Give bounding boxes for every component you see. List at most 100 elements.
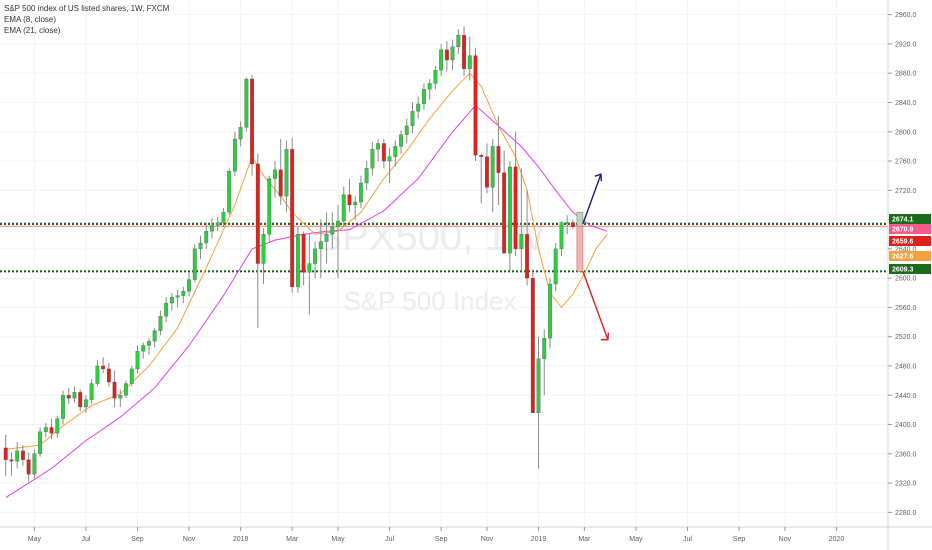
candle-body xyxy=(456,34,461,47)
price-tag-label: 2674.1 xyxy=(892,217,914,224)
candle-body xyxy=(359,182,363,203)
price-tag-bg xyxy=(889,236,931,246)
candle-body xyxy=(479,155,484,157)
candle-body xyxy=(341,194,346,222)
ema-8-line xyxy=(5,72,608,450)
time-tick-label: Mar xyxy=(286,536,299,543)
time-tick-label: Jul xyxy=(683,536,692,543)
ema-8-path xyxy=(5,72,608,450)
candle-body xyxy=(169,297,174,304)
candle-body xyxy=(301,234,306,273)
price-tag-label: 2627.6 xyxy=(892,254,914,261)
candle-body xyxy=(284,149,289,197)
candle-body xyxy=(381,143,386,162)
candle-body xyxy=(525,234,529,279)
candle-body xyxy=(399,134,403,147)
candle-body xyxy=(32,453,37,475)
price-tag-bg xyxy=(889,224,931,234)
price-tick-label: 2480.0 xyxy=(895,363,917,370)
projection-drawing[interactable] xyxy=(576,173,610,341)
candle-body xyxy=(66,395,71,399)
candle-body xyxy=(485,156,489,188)
price-tag-label: 2670.9 xyxy=(892,227,914,234)
candle-body xyxy=(101,365,106,370)
candle-body xyxy=(238,127,243,140)
projection-stop-box xyxy=(576,225,584,272)
candle-body xyxy=(370,149,375,169)
candle-body xyxy=(49,427,54,434)
candle-body xyxy=(112,381,117,399)
candle-body xyxy=(393,146,398,157)
legend-ema-21[interactable]: EMA (21, close) xyxy=(4,26,61,35)
candle-body xyxy=(387,156,392,162)
price-tick-label: 2960.0 xyxy=(895,12,917,19)
candle-body xyxy=(3,447,8,460)
ema-21-line xyxy=(5,104,608,499)
price-tag-label: 2659.6 xyxy=(892,239,914,246)
candle-body xyxy=(261,234,266,264)
arrow-down-head xyxy=(600,332,610,341)
candle-body xyxy=(502,172,507,254)
legend-ema-8[interactable]: EMA (8, close) xyxy=(4,15,57,24)
candle-body xyxy=(462,34,466,69)
horizontal-levels[interactable] xyxy=(0,222,888,273)
price-tick-label: 2800.0 xyxy=(895,129,917,136)
candle-body xyxy=(570,222,575,228)
candle-body xyxy=(244,78,249,128)
candle-body xyxy=(313,248,318,264)
candle-body xyxy=(553,248,558,285)
price-tag-bg xyxy=(889,214,931,224)
time-tick-label: 2019 xyxy=(531,536,547,543)
candle-body xyxy=(192,248,197,280)
price-tag-bg xyxy=(889,251,931,261)
time-tick-label: May xyxy=(629,536,643,543)
candle-body xyxy=(427,83,432,90)
candle-body xyxy=(330,226,335,235)
time-axis[interactable]: May Jul Sep Nov 2018 Mar May Jul Sep Nov 2019 Mar Ma… xyxy=(0,526,932,543)
candle-body xyxy=(404,125,409,135)
arrow-down-line xyxy=(582,271,609,340)
candle-body xyxy=(347,194,352,206)
candle-body xyxy=(84,399,88,408)
candle-body xyxy=(20,450,25,460)
candle-body xyxy=(513,166,518,250)
candle-body xyxy=(507,166,512,254)
arrow-up-head xyxy=(594,173,603,182)
candle-body xyxy=(559,222,564,250)
watermark-ticker: SPX500, 1W xyxy=(315,215,544,259)
candle-body xyxy=(542,338,547,359)
candle-body xyxy=(204,231,209,244)
candle-body xyxy=(318,241,323,250)
candle-body xyxy=(490,146,495,188)
candle-body xyxy=(152,330,157,342)
legend-symbol[interactable]: S&P 500 index of US listed shares, 1W, F… xyxy=(4,4,170,13)
candle-body xyxy=(416,103,421,112)
price-tick-label: 2280.0 xyxy=(895,510,917,517)
price-axis[interactable]: 2280.0 2320.0 2360.0 2400.0 2440.0 2480.0 2520… xyxy=(887,0,917,550)
candle-body xyxy=(364,168,369,184)
candle-body xyxy=(227,171,232,213)
candle-body xyxy=(410,111,415,127)
candle-body xyxy=(433,70,438,84)
candle-body xyxy=(43,427,48,432)
arrow-up-line xyxy=(582,173,602,225)
candle-body xyxy=(181,291,186,296)
price-tick-label: 2320.0 xyxy=(895,481,917,488)
candle-body xyxy=(273,169,277,179)
candle-body xyxy=(129,368,134,384)
time-tick-label: May xyxy=(331,536,345,543)
price-tick-label: 2840.0 xyxy=(895,100,917,107)
candle-body xyxy=(221,212,226,223)
time-tick-label: 2020 xyxy=(829,536,845,543)
candle-body xyxy=(376,143,381,150)
candle-body xyxy=(307,263,312,273)
candle-body xyxy=(72,392,77,399)
chart-grid xyxy=(0,0,888,527)
candle-body xyxy=(55,418,60,434)
price-tag-bg xyxy=(889,264,931,274)
price-tag-label: 2609.3 xyxy=(892,267,914,274)
candle-body xyxy=(496,146,501,173)
candle-body xyxy=(422,89,426,105)
candle-body xyxy=(250,78,255,165)
